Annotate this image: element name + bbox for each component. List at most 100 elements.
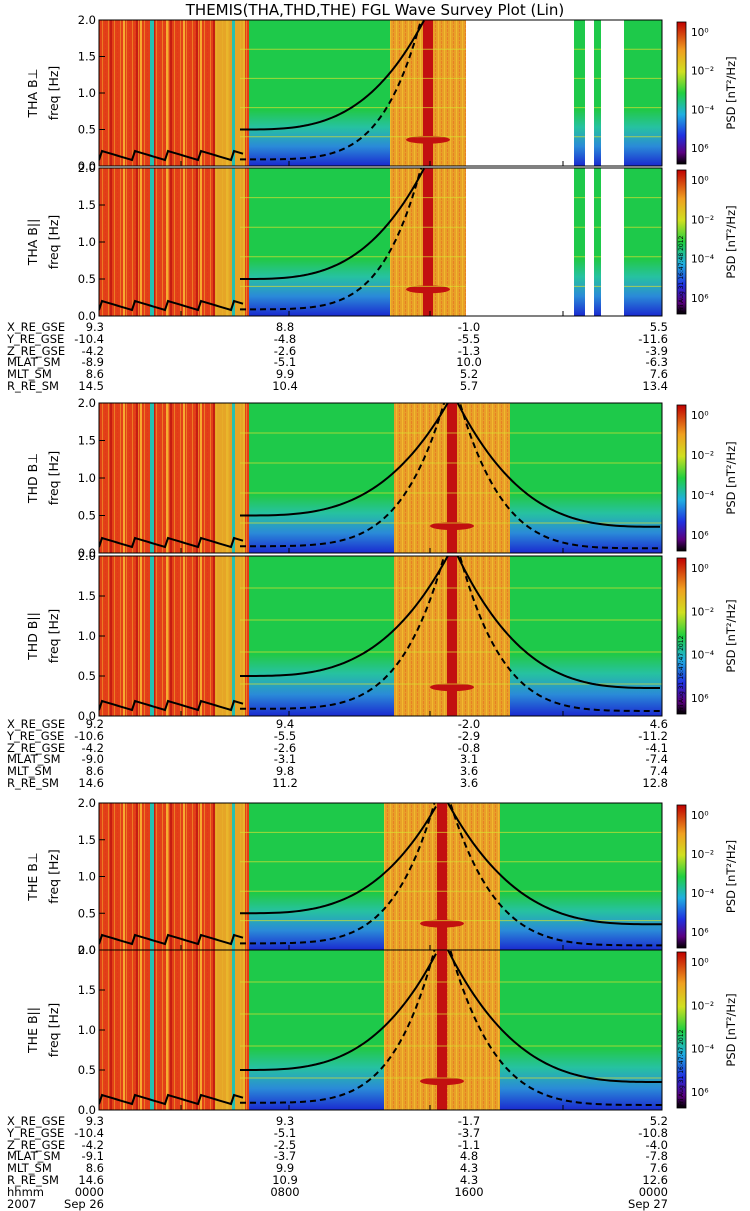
ephemeris-value: -4.2 (81, 343, 104, 358)
gyro-dashed-left (239, 20, 423, 161)
ephemeris-value: 4.3 (459, 1161, 479, 1176)
ephemeris-value: -1.1 (457, 1137, 481, 1152)
ephemeris-value: -9.0 (81, 752, 104, 767)
colorbar-tick-label: 10⁻⁴ (691, 490, 714, 502)
ephemeris-value: -7.4 (645, 752, 668, 767)
colorbar (676, 804, 687, 949)
ephemeris-value: 9.9 (275, 1161, 295, 1176)
ephemeris-value: -1.3 (457, 343, 481, 358)
ephemeris-value: 0800 (270, 1184, 300, 1199)
ephemeris-value: 7.6 (649, 367, 668, 382)
colorbar-tick-label: 10⁶ (691, 1087, 709, 1099)
y-tick-label: 1.0 (78, 1023, 96, 1037)
ephemeris-row: X_RE_GSE 9.3 9.3 -1.7 5.2 (0, 1114, 668, 1128)
ephemeris-value: -2.6 (273, 740, 297, 755)
panel-freq-label: freq [Hz] (46, 215, 61, 270)
colorbar-tick-label: 10⁰ (691, 563, 709, 575)
ephemeris-value: 9.3 (85, 320, 104, 334)
ephemeris-value: 4.3 (459, 1172, 479, 1187)
ephemeris-label: R_RE_SM (7, 378, 59, 393)
ephemeris-value: -3.1 (273, 752, 297, 767)
ephemeris-label: 2007 (7, 1196, 37, 1211)
ephemeris-value: 0000 (638, 1184, 668, 1199)
ephemeris-table-the: X_RE_GSE 9.3 9.3 -1.7 5.2 Y_RE_GSE -10.4 -5.1 -3… (0, 1114, 668, 1211)
gyro-curve-left (239, 168, 425, 280)
y-tick-label: 0.0 (78, 1103, 96, 1117)
ephemeris-row: R_RE_SM 14.6 11.2 3.6 12.8 (0, 775, 668, 790)
colorbar (676, 557, 687, 715)
ephemeris-value: 8.6 (85, 1161, 104, 1176)
y-tick-label: 1.5 (78, 589, 96, 603)
ephemeris-value: 9.2 (85, 717, 104, 731)
colorbar (676, 21, 687, 165)
ephemeris-value: 9.9 (275, 367, 295, 382)
panel-ylabel: THE B|| (25, 1007, 40, 1054)
gyro-dashed-left (239, 403, 446, 548)
gyro-curve-left (239, 953, 437, 1071)
gyro-dashed-right (458, 556, 661, 712)
ephemeris-row: 2007 Sep 26 Sep 27 (0, 1196, 668, 1211)
ephemeris-row: MLAT_SM -9.1 -3.7 4.8 -7.8 (0, 1151, 668, 1163)
y-tick-label: 0.0 (78, 309, 96, 323)
gyro-curve-left (239, 805, 437, 915)
ephemeris-value: 5.5 (649, 320, 668, 334)
low-trace (99, 149, 244, 162)
colorbar-label: PSD [nT²/Hz] (724, 441, 738, 514)
ephemeris-value: 9.8 (275, 764, 295, 779)
y-tick-label: 0.5 (78, 1063, 96, 1077)
y-tick-label: 1.5 (78, 434, 96, 448)
ephemeris-value: 12.8 (642, 775, 668, 790)
ephemeris-value: -5.5 (457, 331, 481, 346)
ephemeris-value: -4.2 (81, 1137, 104, 1152)
y-tick-label: 2.0 (78, 549, 96, 563)
ephemeris-label: X_RE_GSE (7, 1114, 66, 1128)
ephemeris-value: Sep 26 (64, 1196, 104, 1211)
timestamp-stamp: Fri Aug 31 16:47:47 2012 (678, 1029, 685, 1106)
ephemeris-label: MLT_SM (7, 764, 52, 779)
y-tick-label: 1.5 (78, 198, 96, 212)
ephemeris-value: 8.8 (275, 320, 295, 334)
low-trace (99, 699, 244, 712)
panel-freq-label: freq [Hz] (46, 849, 61, 904)
colorbar-tick-label: 10⁶ (691, 293, 709, 305)
colorbar (676, 951, 687, 1109)
ephemeris-value: 10.4 (272, 378, 298, 393)
spectrogram-panel-0: 0.0 0.5 1.0 1.5 2.0 THA B⊥ freq [Hz] 10⁶ 10⁻⁴ 10⁻… (25, 13, 738, 173)
panel-ylabel: THD B⊥ (25, 453, 40, 504)
colorbar-tick-label: 10⁻² (691, 214, 714, 226)
spectrogram-panel-5: 0.0 0.5 1.0 1.5 2.0 THE B|| freq [Hz] 10⁶ 10⁻⁴ 10… (25, 943, 738, 1117)
ephemeris-value: 4.6 (649, 717, 668, 731)
colorbar-label: PSD [nT²/Hz] (724, 840, 738, 913)
ephemeris-value: -1.0 (457, 320, 481, 334)
y-tick-label: 1.0 (78, 235, 96, 249)
spectrogram-panel-1: 0.0 0.5 1.0 1.5 2.0 THA B|| freq [Hz] 10⁶ 10⁻⁴ 10… (25, 161, 738, 323)
colorbar-tick-label: 10⁰ (691, 175, 709, 187)
ephemeris-value: -7.8 (645, 1149, 668, 1164)
y-tick-label: 2.0 (78, 396, 96, 410)
ephemeris-value: 7.4 (649, 764, 668, 779)
ephemeris-value: 10.9 (272, 1172, 298, 1187)
colorbar-label: PSD [nT²/Hz] (724, 205, 738, 278)
gyro-dashed-left (239, 556, 446, 710)
ephemeris-value: -4.0 (645, 1137, 668, 1152)
y-tick-label: 0.0 (78, 709, 96, 723)
low-trace (99, 1093, 244, 1106)
ephemeris-value: Sep 27 (628, 1196, 668, 1211)
y-tick-label: 1.5 (78, 50, 96, 64)
ephemeris-value: 8.6 (85, 764, 104, 779)
gyro-curve-right (456, 556, 661, 689)
ephemeris-value: -0.8 (457, 740, 481, 755)
panel-ylabel: THE B⊥ (25, 852, 40, 901)
ephemeris-label: MLAT_SM (7, 355, 61, 370)
ephemeris-label: Z_RE_GSE (7, 1137, 66, 1152)
ephemeris-row: hhmm 0000 0800 1600 0000 (0, 1184, 668, 1199)
gyro-curve-left (239, 403, 449, 517)
ephemeris-value: -11.2 (638, 728, 668, 743)
ephemeris-value: 4.8 (459, 1149, 479, 1164)
ephemeris-row: Z_RE_GSE -4.2 -2.5 -1.1 -4.0 (0, 1137, 668, 1152)
ephemeris-value: -4.8 (273, 331, 297, 346)
timestamp-stamp: Fri Aug 31 16:47:47 2012 (678, 635, 685, 712)
colorbar-tick-label: 10⁻² (691, 849, 714, 861)
ephemeris-label: R_RE_SM (7, 1172, 59, 1187)
ephemeris-label: MLT_SM (7, 367, 52, 382)
